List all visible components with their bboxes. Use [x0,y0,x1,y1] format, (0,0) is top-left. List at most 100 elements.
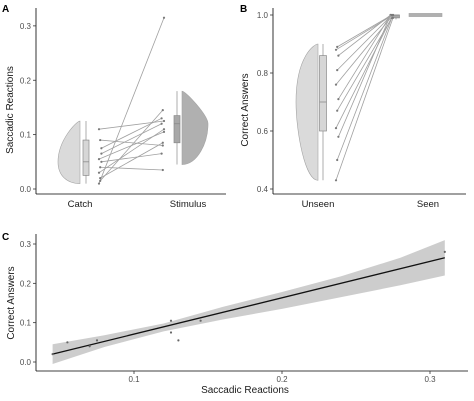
panel-c-point [199,319,202,322]
panel-b-point-unseen [337,98,340,101]
panel-a-point-catch [100,152,103,155]
panel-a-pair-line [100,142,163,179]
panel-a-point-stimulus [162,128,166,131]
panel-a-point-catch [99,179,102,182]
panel-a-point-catch [100,147,103,150]
panel-c-x-ticks: 0.1 0.2 0.3 [128,371,436,384]
panel-b-point-unseen [334,83,338,86]
panel-c-y-ticks: 0.0 0.1 0.2 0.3 [20,240,36,367]
panel-c-point [88,345,91,348]
panel-a-y-axis-label: Saccadic Reactions [5,66,16,154]
panel-a-point-stimulus [162,16,166,19]
panel-b-pair-line [335,14,394,129]
panel-a-point-catch [100,160,103,163]
panel-a-point-stimulus [161,168,164,172]
panel-b-point-unseen [336,109,339,112]
panel-b-y-ticks: 0.4 0.6 0.8 1.0 [257,11,273,194]
panel-a-pair-line [101,117,162,149]
panel-b-y-tick-label: 1.0 [257,11,269,20]
panel-a-category-stimulus: Stimulus [170,199,207,210]
panel-c: C Correct Answers 0.0 0.1 0.2 0.3 0.1 0.2 0.3… [2,232,468,396]
panel-b-point-unseen [334,179,338,182]
panel-c-y-tick-label: 0.1 [20,319,32,328]
panel-b: B Correct Answers 0.4 0.6 0.8 1.0 Unseen Se… [240,4,466,210]
panel-a-y-ticks: 0.0 0.1 0.2 0.3 [20,22,36,194]
panel-a: A Saccadic Reactions 0.00.10.20.3 Catch … [2,4,226,210]
panel-c-y-tick-label: 0.3 [20,240,32,249]
panel-b-point-unseen [337,54,340,57]
panel-a-point-catch [99,177,102,180]
panel-a-pair-line [101,123,162,155]
panel-b-point-unseen [334,127,338,130]
panel-b-violin-unseen [295,43,319,181]
panel-a-point-stimulus [160,122,163,125]
panel-a-pair-line [101,153,162,163]
panel-b-pair-line [336,17,393,111]
panel-a-point-stimulus [161,144,164,147]
panel-c-point [66,341,69,344]
panel-b-point-unseen [334,48,338,51]
panel-a-point-catch [99,166,102,169]
panel-a-y-tick-label: 0.2 [20,76,32,85]
panel-b-marks [295,13,443,182]
panel-b-point-unseen [337,135,340,138]
panel-a-y-tick-label: 0.3 [20,22,32,31]
panel-a-point-catch [97,171,101,174]
panel-a-y-tick-label: 0.0 [20,185,32,194]
panel-c-point [169,319,173,322]
panel-a-point-stimulus [161,109,164,112]
panel-c-y-tick-label: 0.2 [20,279,32,288]
panel-b-pair-line [336,17,393,161]
panel-c-point [95,339,99,342]
panel-b-y-tick-label: 0.8 [257,69,269,78]
panel-a-pair-line [98,17,165,184]
panel-a-box-catch [82,139,90,176]
panel-b-label: B [240,4,247,15]
panel-a-point-stimulus [160,117,163,120]
panel-c-y-axis-label: Correct Answers [6,266,17,339]
panel-c-confidence-band [52,240,445,364]
panel-c-marks [51,240,446,364]
panel-b-point-seen [390,13,393,17]
panel-a-category-catch: Catch [68,199,93,210]
panel-b-y-tick-label: 0.6 [257,127,269,136]
panel-b-pair-line [335,14,394,85]
panel-a-label: A [2,4,9,15]
panel-a-point-catch [97,128,101,131]
panel-c-x-tick-label: 0.1 [128,375,140,384]
panel-b-pair-line [336,14,393,48]
panel-a-point-catch [97,182,101,185]
panel-b-point-unseen [336,158,339,162]
panel-c-fit-line [52,257,445,355]
panel-c-point [51,353,54,356]
panel-a-point-catch [97,157,101,161]
panel-b-pair-line [336,14,393,71]
panel-a-violin-catch [57,120,81,184]
panel-a-point-stimulus [161,141,164,144]
panel-b-pair-line [335,17,394,181]
panel-b-box-unseen [319,55,327,132]
panel-a-box-stimulus [173,115,181,144]
panel-a-pair-line [100,166,163,171]
panel-b-category-seen: Seen [417,199,439,210]
panel-a-point-stimulus [162,130,166,134]
panel-a-point-stimulus [160,152,163,155]
panel-a-point-catch [99,138,102,142]
panel-a-pair-line [100,139,163,146]
panel-b-y-tick-label: 0.4 [257,185,269,194]
panel-c-point [169,331,173,334]
panel-a-violin-stimulus [181,90,209,165]
panel-c-y-tick-label: 0.0 [20,358,32,367]
panel-a-point-stimulus [162,119,166,123]
panel-b-violin-seen [408,13,443,17]
panel-c-x-axis-label: Saccadic Reactions [201,385,289,396]
panel-b-point-unseen [336,45,339,49]
panel-a-y-tick-label: 0.1 [20,131,32,140]
panel-a-marks [57,16,209,185]
panel-a-pair-line [98,128,165,174]
panel-c-point [443,250,446,253]
panel-b-point-unseen [336,69,339,72]
panel-b-y-axis-label: Correct Answers [240,73,251,146]
panel-b-pair-line [335,14,394,51]
